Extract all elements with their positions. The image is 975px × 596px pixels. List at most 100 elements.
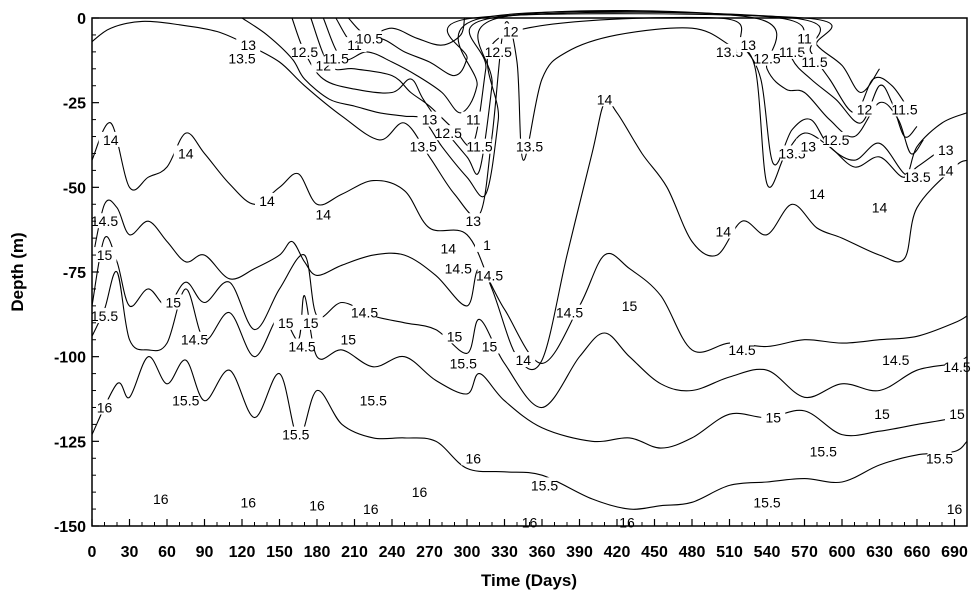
contour-label-bg xyxy=(811,443,836,459)
contour-label-70: 15 xyxy=(622,298,638,314)
contour-label-62: 16 xyxy=(240,494,256,510)
x-axis-label: Time (Days) xyxy=(481,571,577,590)
contour-label-bg xyxy=(717,43,742,59)
contour-label-bg xyxy=(255,192,279,208)
contour-label-73: 15.5 xyxy=(810,443,837,459)
contour-label-bg xyxy=(945,406,969,422)
contour-label-59: 15.5 xyxy=(360,393,387,409)
x-tick-label: 60 xyxy=(158,544,176,561)
x-tick-label: 570 xyxy=(791,544,818,561)
contour-label-18: 14 xyxy=(315,206,331,222)
contour-label-10: 11 xyxy=(466,112,481,128)
x-tick-label: 420 xyxy=(604,544,631,561)
x-tick-label: 630 xyxy=(866,544,893,561)
y-tick-label: -25 xyxy=(63,96,86,113)
contour-label-53: 15.5 xyxy=(450,355,477,371)
x-tick-label: 120 xyxy=(229,544,256,561)
x-tick-label: 330 xyxy=(491,544,518,561)
contour-label-50: 15 xyxy=(340,332,356,348)
contour-label-bg xyxy=(290,338,314,354)
contour-label-bg xyxy=(755,50,779,66)
contour-label-29: 12.5 xyxy=(753,51,780,67)
x-tick-label: 690 xyxy=(941,544,968,561)
contour-label-38: 13.5 xyxy=(903,169,930,185)
contour-label-2: 12.5 xyxy=(291,44,318,60)
contour-label-bg xyxy=(736,37,761,53)
contour-label-bg xyxy=(311,206,336,222)
contour-label-48: 15 xyxy=(303,315,319,331)
contour-label-bg xyxy=(148,490,173,506)
x-tick-label: 210 xyxy=(341,544,368,561)
contour-label-60: 16 xyxy=(465,450,481,466)
contour-label-32: 11.5 xyxy=(801,54,827,70)
contour-label-69: 14.5 xyxy=(556,305,583,321)
x-tick-label: 30 xyxy=(121,544,139,561)
contour-label-bg xyxy=(442,328,467,344)
contour-label-12: 12.5 xyxy=(485,44,512,60)
contour-label-bg xyxy=(361,392,386,408)
contour-label-37: 11.5 xyxy=(891,101,917,117)
y-tick-label: 0 xyxy=(77,11,86,28)
contour-label-79: 15 xyxy=(949,406,965,422)
contour-label-bg xyxy=(852,101,877,117)
contour-label-bg xyxy=(92,213,117,229)
contour-label-bg xyxy=(173,145,198,161)
contour-label-6: 10.5 xyxy=(356,30,383,46)
contour-line-11-10 xyxy=(335,13,880,94)
contour-label-47: 14.5 xyxy=(288,339,315,355)
contour-label-bg xyxy=(461,111,486,127)
contour-line-12-5-7 xyxy=(291,9,924,175)
contour-label-bg xyxy=(161,294,186,310)
contour-label-bg xyxy=(292,43,317,59)
contour-label-68: 15.5 xyxy=(531,477,558,493)
contour-label-bg xyxy=(173,392,198,408)
contour-label-36: 12 xyxy=(857,101,873,117)
y-axis: 0 -25 -50 -75 -100 -125 -150 xyxy=(54,11,99,536)
y-axis-label: Depth (m) xyxy=(8,232,27,311)
x-tick-label: 150 xyxy=(266,544,293,561)
contour-label-bg xyxy=(780,43,804,59)
contour-label-49: 14.5 xyxy=(351,305,378,321)
contour-label-34: 13 xyxy=(800,139,816,155)
contour-label-52: 15 xyxy=(447,328,463,344)
y-tick-label: -50 xyxy=(63,180,86,197)
contour-label-63: 16 xyxy=(309,498,325,514)
x-tick-label: 390 xyxy=(566,544,593,561)
contour-label-65: 16 xyxy=(412,484,428,500)
contour-label-bg xyxy=(436,125,461,141)
contour-label-bg xyxy=(802,54,827,70)
x-tick-label: 510 xyxy=(716,544,743,561)
contour-label-bg xyxy=(230,50,254,66)
contour-label-bg xyxy=(236,494,261,510)
contour-label-64: 16 xyxy=(363,501,379,517)
contour-label-bg xyxy=(477,267,502,283)
contour-label-24: 14 xyxy=(872,200,888,216)
contour-label-bg xyxy=(792,30,817,46)
y-tick-label: -150 xyxy=(54,519,86,536)
y-tick-label: -75 xyxy=(63,265,86,282)
contour-label-15: 14 xyxy=(103,132,119,148)
contour-label-17: 14 xyxy=(259,193,275,209)
contour-label-23: 14 xyxy=(809,186,825,202)
contour-label-bg xyxy=(805,186,829,202)
contour-line-14-4 xyxy=(91,99,968,371)
y-tick-label: -125 xyxy=(54,434,86,451)
y-tick-label: -100 xyxy=(54,350,86,367)
x-tick-label: 360 xyxy=(529,544,556,561)
contour-label-16: 14 xyxy=(178,145,194,161)
contour-label-bg xyxy=(617,297,642,313)
contour-label-9: 12.5 xyxy=(435,125,462,141)
contour-line-12-8 xyxy=(310,11,918,147)
x-tick-label: 660 xyxy=(904,544,931,561)
contour-label-55: 14.5 xyxy=(476,267,503,283)
contour-label-bg xyxy=(477,338,502,354)
contour-label-61: 16 xyxy=(153,491,169,507)
contour-line-14-5-3 xyxy=(91,199,968,364)
contour-label-7: 13 xyxy=(422,112,438,128)
contour-label-30: 11.5 xyxy=(779,44,805,60)
contour-label-bg xyxy=(511,352,536,368)
contour-label-bg xyxy=(867,199,892,215)
contour-label-11: 11.5 xyxy=(466,139,492,155)
contour-label-bg xyxy=(411,138,436,154)
